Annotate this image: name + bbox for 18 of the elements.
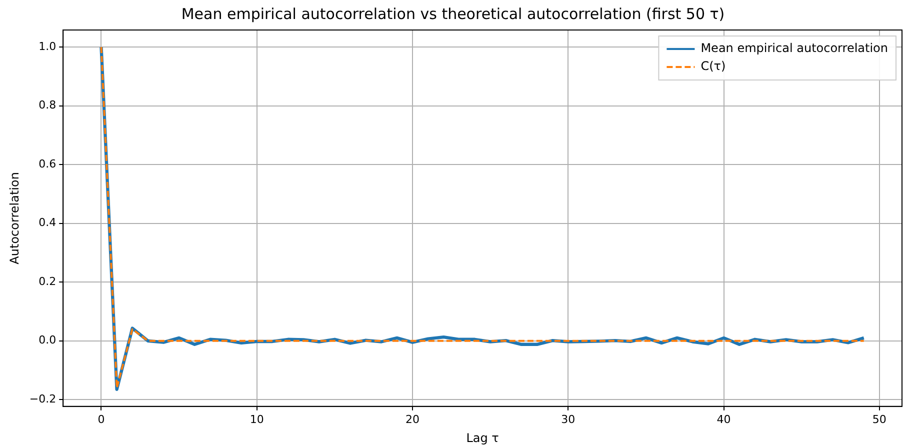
x-tick-label: 50: [872, 412, 886, 426]
y-axis-title: Autocorrelation: [7, 172, 22, 264]
x-tick-label: 40: [716, 412, 731, 426]
x-tick-label: 10: [250, 412, 264, 426]
x-tick-label: 20: [406, 412, 420, 426]
legend-label: Mean empirical autocorrelation: [700, 41, 888, 56]
y-tick-label: −0.2: [29, 392, 56, 406]
y-tick-label: 0.2: [38, 274, 56, 288]
y-tick-label: 0.4: [38, 216, 56, 230]
chart-title: Mean empirical autocorrelation vs theoretical autocorrelation (first 50 τ): [181, 4, 725, 23]
x-tick-label: 30: [561, 412, 576, 426]
y-tick-label: 0.6: [38, 157, 56, 170]
x-tick-label: 0: [98, 412, 105, 426]
y-tick-label: 1.0: [38, 40, 56, 53]
y-tick-label: 0.8: [38, 98, 56, 112]
x-axis-title: Lag τ: [466, 430, 499, 445]
y-tick-label: 0.0: [38, 334, 56, 347]
legend-label: C(τ): [700, 59, 726, 74]
